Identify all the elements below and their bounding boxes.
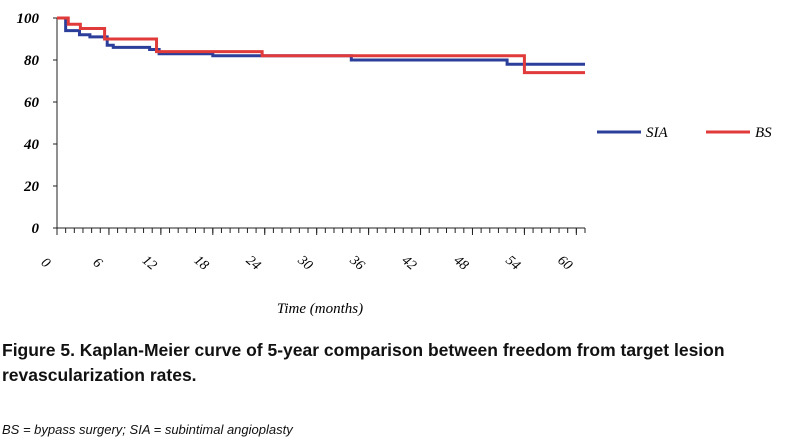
x-tick-label: 60: [554, 253, 574, 273]
km-curve: [57, 16, 585, 66]
y-tick-label: 100: [17, 11, 40, 27]
caption: Figure 5. Kaplan-Meier curve of 5-year c…: [2, 340, 725, 385]
x-tick-label: 36: [346, 252, 367, 273]
x-tick-label: 18: [191, 253, 211, 273]
x-tick-label: 48: [451, 253, 471, 273]
x-tick-label: 42: [399, 253, 419, 273]
y-tick-label: 0: [32, 221, 40, 237]
x-tick-label: 6: [90, 255, 105, 271]
x-tick-label: 0: [38, 255, 53, 271]
km-curve: [57, 16, 585, 75]
chart: Time (months) 0 20 40 60 80 100 0 6 12 18 24 30 36 42…: [17, 11, 773, 317]
y-tick-label: 60: [24, 95, 40, 111]
y-tick-label: 20: [23, 179, 40, 195]
x-axis-label: Time (months): [277, 301, 363, 317]
y-tick-label: 40: [23, 137, 40, 153]
x-tick-label: 12: [139, 253, 159, 273]
y-tick-label: 80: [24, 53, 40, 69]
x-tick-label: 30: [294, 252, 315, 273]
legend-label: SIA: [646, 125, 668, 141]
x-tick-label: 24: [243, 253, 263, 273]
x-tick-label: 54: [502, 253, 522, 273]
footnote: BS = bypass surgery; SIA = subintimal an…: [2, 422, 293, 437]
legend-label: BS: [755, 125, 772, 141]
